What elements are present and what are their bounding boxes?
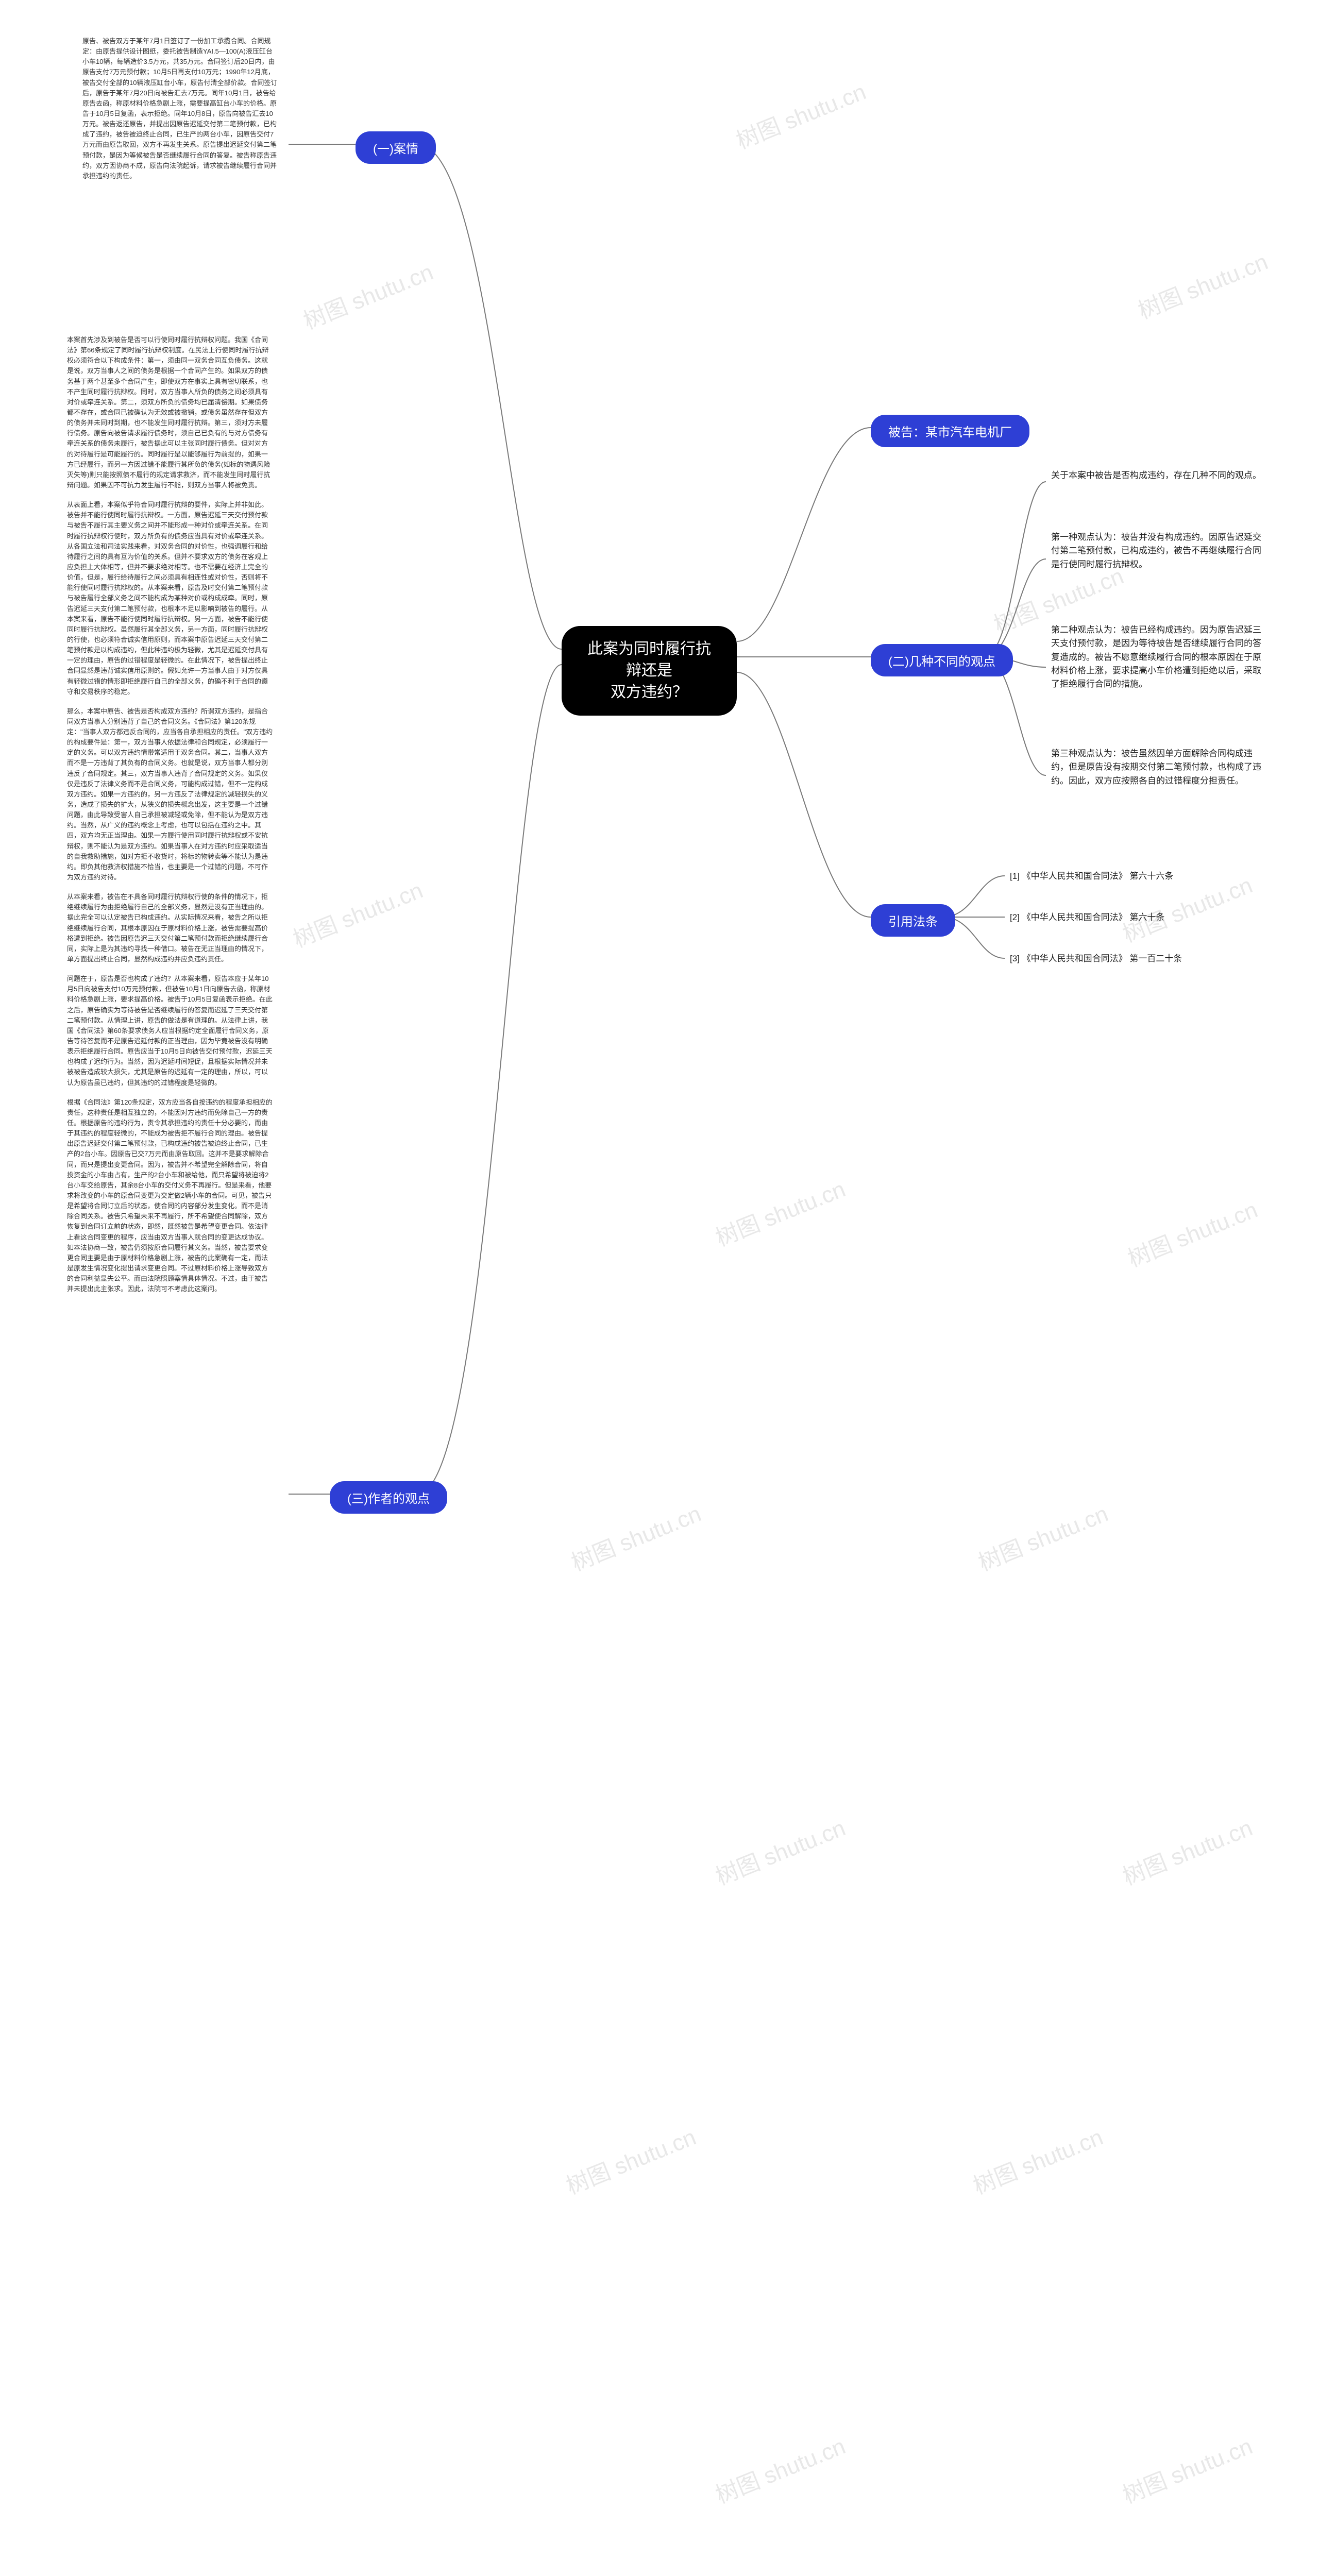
watermark: 树图 shutu.cn xyxy=(561,2119,700,2200)
author-p2: 那么，本案中原告、被告是否构成双方违约？所谓双方违约，是指合同双方当事人分别违背… xyxy=(67,706,273,883)
branch-defendant: 被告：某市汽车电机厂 xyxy=(871,415,1029,447)
watermark: 树图 shutu.cn xyxy=(566,1495,705,1577)
leaf-law-3: [3] 《中华人民共和国合同法》 第一百二十条 xyxy=(1010,952,1267,965)
watermark: 树图 shutu.cn xyxy=(1117,2428,1257,2510)
branch-case: (一)案情 xyxy=(356,131,436,164)
leaf-view-1: 第一种观点认为：被告并没有构成违约。因原告迟延交付第二笔预付款，已构成违约，被告… xyxy=(1051,531,1267,571)
leaf-view-intro: 关于本案中被告是否构成违约，存在几种不同的观点。 xyxy=(1051,469,1267,482)
root-title-line2: 双方违约？ xyxy=(582,682,716,703)
watermark: 树图 shutu.cn xyxy=(288,872,427,954)
author-p4: 问题在于，原告是否也构成了违约？从本案来看，原告本应于某年10月5日向被告支付1… xyxy=(67,974,273,1088)
author-p5: 根据《合同法》第120条规定，双方应当各自按违约的程度承担相应的责任，这种责任是… xyxy=(67,1097,273,1295)
branch-author: (三)作者的观点 xyxy=(330,1481,447,1514)
watermark: 树图 shutu.cn xyxy=(1117,1809,1257,1891)
watermark: 树图 shutu.cn xyxy=(968,2119,1107,2200)
watermark: 树图 shutu.cn xyxy=(710,1171,850,1252)
leaf-view-3: 第三种观点认为：被告虽然因单方面解除合同构成违约，但是原告没有按期交付第二笔预付… xyxy=(1051,747,1267,788)
leaf-law-1: [1] 《中华人民共和国合同法》 第六十六条 xyxy=(1010,870,1257,883)
leaf-view-2: 第二种观点认为：被告已经构成违约。因为原告迟延三天支付预付款，是因为等待被告是否… xyxy=(1051,623,1267,691)
watermark: 树图 shutu.cn xyxy=(1122,1191,1262,1273)
author-p0: 本案首先涉及到被告是否可以行使同时履行抗辩权问题。我国《合同法》第66条规定了同… xyxy=(67,335,273,490)
root-title-line1: 此案为同时履行抗辩还是 xyxy=(582,638,716,682)
author-p3: 从本案来看，被告在不具备同时履行抗辩权行使的条件的情况下，拒绝继续履行为由拒绝履… xyxy=(67,892,273,964)
leaf-author-text: 本案首先涉及到被告是否可以行使同时履行抗辩权问题。我国《合同法》第66条规定了同… xyxy=(67,335,273,1303)
branch-lawref: 引用法条 xyxy=(871,904,955,937)
leaf-case-text: 原告、被告双方于某年7月1日签订了一份加工承揽合同。合同规定：由原告提供设计图纸… xyxy=(82,36,278,181)
watermark: 树图 shutu.cn xyxy=(731,73,870,155)
watermark: 树图 shutu.cn xyxy=(710,1809,850,1891)
branch-viewpoints: (二)几种不同的观点 xyxy=(871,644,1013,676)
leaf-law-2: [2] 《中华人民共和国合同法》 第六十条 xyxy=(1010,911,1257,924)
watermark: 树图 shutu.cn xyxy=(973,1495,1112,1577)
watermark: 树图 shutu.cn xyxy=(298,253,437,335)
watermark: 树图 shutu.cn xyxy=(1132,243,1272,325)
root-node: 此案为同时履行抗辩还是 双方违约？ xyxy=(562,626,737,716)
watermark: 树图 shutu.cn xyxy=(710,2428,850,2510)
author-p1: 从表面上看，本案似乎符合同时履行抗辩的要件，实际上并非如此。被告并不能行使同时履… xyxy=(67,500,273,697)
